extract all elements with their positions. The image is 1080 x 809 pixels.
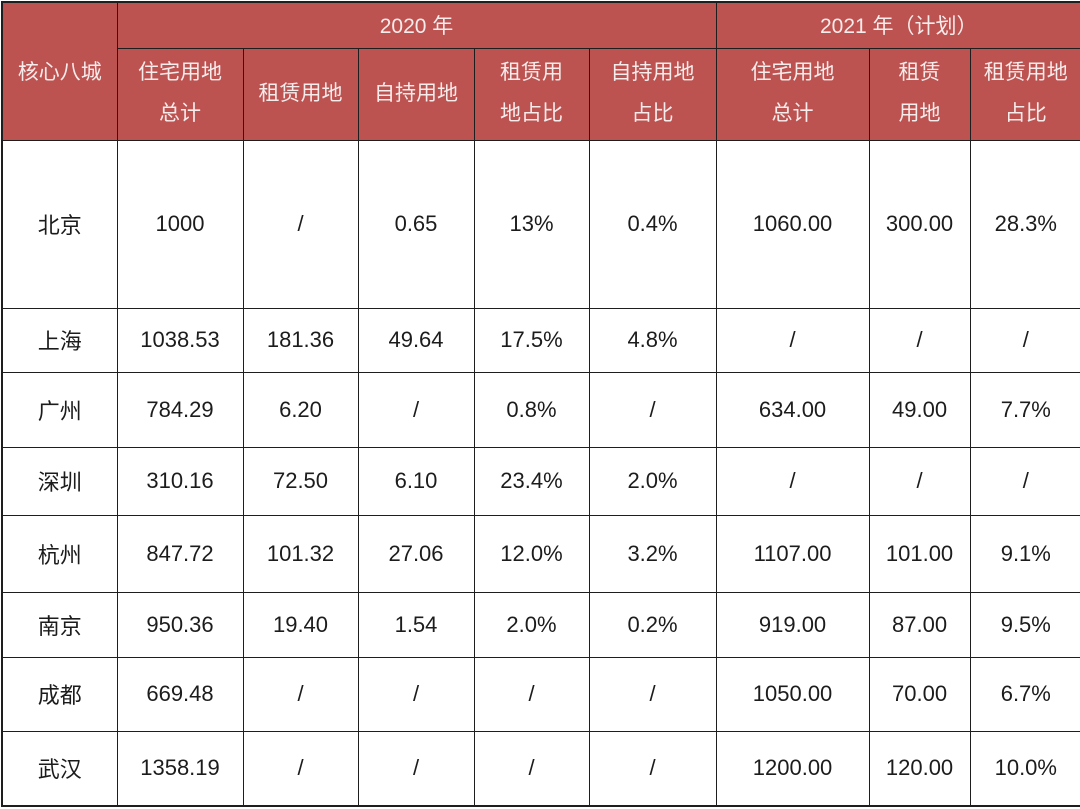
table-cell: 1060.00: [715, 139, 870, 309]
table-cell: 10.0%: [969, 730, 1080, 807]
table-cell: /: [588, 730, 717, 807]
table-cell: 6.20: [242, 371, 359, 448]
table-cell: 919.00: [715, 591, 870, 658]
table-row-nanjing: 南京 950.36 19.40 1.54 2.0% 0.2% 919.00 87…: [1, 591, 1080, 658]
city-cell: 北京: [1, 139, 118, 309]
city-cell: 成都: [1, 656, 118, 732]
table-cell: /: [473, 656, 590, 732]
table-cell: 784.29: [116, 371, 244, 448]
group-header-2020: 2020 年: [116, 1, 717, 49]
table-cell: 9.5%: [969, 591, 1080, 658]
table-cell: 1000: [116, 139, 244, 309]
table-cell: /: [715, 446, 870, 516]
table-cell: 669.48: [116, 656, 244, 732]
column-header-selfhold-ratio-2020: 自持用地 占比: [588, 47, 717, 141]
table-cell: 1107.00: [715, 514, 870, 593]
table-cell: 181.36: [242, 307, 359, 373]
table-cell: /: [473, 730, 590, 807]
city-cell: 深圳: [1, 446, 118, 516]
table-row-beijing: 北京 1000 / 0.65 13% 0.4% 1060.00 300.00 2…: [1, 139, 1080, 309]
column-header-rental-2020: 租赁用地: [242, 47, 359, 141]
table-row-shanghai: 上海 1038.53 181.36 49.64 17.5% 4.8% / / /: [1, 307, 1080, 373]
table-cell: 120.00: [868, 730, 971, 807]
table-cell: 1.54: [357, 591, 475, 658]
table-cell: 6.7%: [969, 656, 1080, 732]
table-cell: /: [242, 730, 359, 807]
table-cell: 49.00: [868, 371, 971, 448]
city-cell: 广州: [1, 371, 118, 448]
column-header-rental-ratio-2021: 租赁用地 占比: [969, 47, 1080, 141]
table-cell: /: [868, 446, 971, 516]
table-cell: 87.00: [868, 591, 971, 658]
column-header-selfhold-2020: 自持用地: [357, 47, 475, 141]
column-header-residential-total-2021: 住宅用地 总计: [715, 47, 870, 141]
table-cell: 950.36: [116, 591, 244, 658]
group-header-row: 核心八城 2020 年 2021 年（计划）: [1, 1, 1080, 141]
table-cell: 2.0%: [588, 446, 717, 516]
table-cell: 72.50: [242, 446, 359, 516]
table-row-chengdu: 成都 669.48 / / / / 1050.00 70.00 6.7%: [1, 656, 1080, 732]
table-cell: 0.8%: [473, 371, 590, 448]
column-header-rental-2021: 租赁 用地: [868, 47, 971, 141]
table-cell: 19.40: [242, 591, 359, 658]
table-cell: 3.2%: [588, 514, 717, 593]
table-cell: 1358.19: [116, 730, 244, 807]
table-cell: /: [242, 139, 359, 309]
table-cell: 1038.53: [116, 307, 244, 373]
table-row-shenzhen: 深圳 310.16 72.50 6.10 23.4% 2.0% / / /: [1, 446, 1080, 516]
table-cell: /: [357, 656, 475, 732]
table-cell: 7.7%: [969, 371, 1080, 448]
city-cell: 上海: [1, 307, 118, 373]
table-cell: 1050.00: [715, 656, 870, 732]
table-cell: /: [588, 656, 717, 732]
table-cell: 300.00: [868, 139, 971, 309]
table-cell: 28.3%: [969, 139, 1080, 309]
table-cell: 0.4%: [588, 139, 717, 309]
table-cell: 13%: [473, 139, 590, 309]
table-cell: 49.64: [357, 307, 475, 373]
table-cell: /: [242, 656, 359, 732]
table-row-hangzhou: 杭州 847.72 101.32 27.06 12.0% 3.2% 1107.0…: [1, 514, 1080, 593]
group-header-2021: 2021 年（计划）: [715, 1, 1080, 49]
table-row-guangzhou: 广州 784.29 6.20 / 0.8% / 634.00 49.00 7.7…: [1, 371, 1080, 448]
table-cell: 23.4%: [473, 446, 590, 516]
table-cell: 4.8%: [588, 307, 717, 373]
table-cell: 0.65: [357, 139, 475, 309]
table-cell: 27.06: [357, 514, 475, 593]
table-cell: /: [715, 307, 870, 373]
table-cell: /: [357, 730, 475, 807]
table-cell: 9.1%: [969, 514, 1080, 593]
column-header-residential-total-2020: 住宅用地 总计: [116, 47, 244, 141]
table-cell: /: [357, 371, 475, 448]
table-cell: 70.00: [868, 656, 971, 732]
table-row-wuhan: 武汉 1358.19 / / / / 1200.00 120.00 10.0%: [1, 730, 1080, 807]
table-cell: 2.0%: [473, 591, 590, 658]
table-cell: 6.10: [357, 446, 475, 516]
table-cell: 0.2%: [588, 591, 717, 658]
city-cell: 杭州: [1, 514, 118, 593]
table-cell: /: [868, 307, 971, 373]
table-cell: /: [588, 371, 717, 448]
table-cell: /: [969, 307, 1080, 373]
table-cell: 17.5%: [473, 307, 590, 373]
city-cell: 南京: [1, 591, 118, 658]
table-cell: 310.16: [116, 446, 244, 516]
table-cell: 1200.00: [715, 730, 870, 807]
city-cell: 武汉: [1, 730, 118, 807]
column-header-rental-ratio-2020: 租赁用 地占比: [473, 47, 590, 141]
table-cell: 101.00: [868, 514, 971, 593]
table-cell: 12.0%: [473, 514, 590, 593]
sub-header-row: 住宅用地 总计 租赁用地 自持用地 租赁用 地占比 自持用地 占比 住宅用地 总…: [2, 47, 1080, 141]
table-cell: 847.72: [116, 514, 244, 593]
table-cell: /: [969, 446, 1080, 516]
table-cell: 634.00: [715, 371, 870, 448]
table-cell: 101.32: [242, 514, 359, 593]
corner-header: 核心八城: [1, 1, 118, 141]
